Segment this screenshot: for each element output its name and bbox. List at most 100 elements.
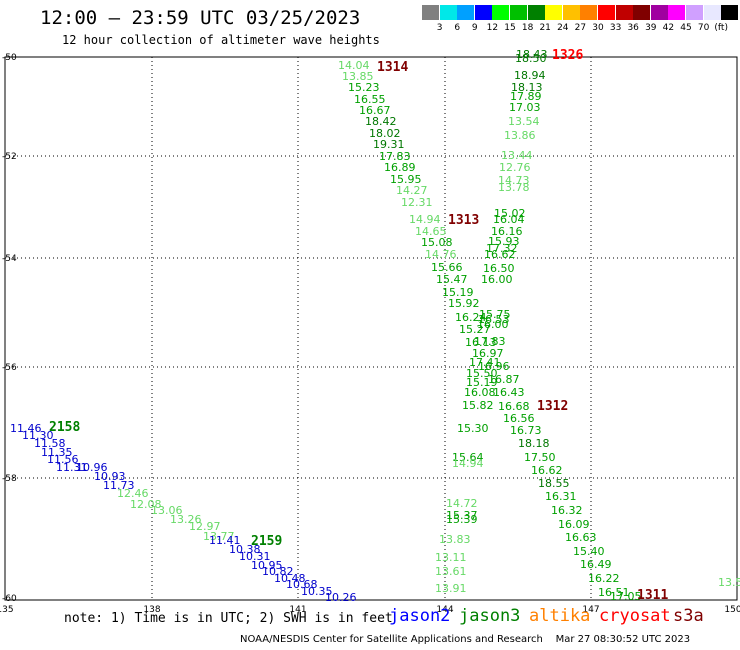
swh-value: 13.11 xyxy=(435,551,467,564)
legend-label: 9 xyxy=(471,23,478,33)
swh-value: 13.26 xyxy=(170,513,202,526)
mission-jason2: jason2 xyxy=(389,606,451,626)
lon-tick-label: 144 xyxy=(436,605,453,615)
swh-value: 13.78 xyxy=(498,181,530,194)
swh-value: 11.58 xyxy=(34,437,66,450)
swh-value: 16.89 xyxy=(384,161,416,174)
swh-value: 15.64 xyxy=(452,451,484,464)
legend-swatch xyxy=(580,5,598,20)
color-scale-legend: 3 6 9 12 15 18 21 24 27 30 33 36 39 42 45 70 (ft) xyxy=(422,5,740,35)
swh-value: 10.68 xyxy=(286,578,318,591)
swh-value: 12.08 xyxy=(130,498,162,511)
swh-value: 11.46 xyxy=(10,422,42,435)
swh-value: 16.87 xyxy=(488,373,520,386)
legend-label: 30 xyxy=(592,23,604,33)
legend-label: 36 xyxy=(627,23,639,33)
lat-tick-label: -60 xyxy=(2,594,17,604)
swh-value: 10.26 xyxy=(325,591,357,604)
swh-value: 16.43 xyxy=(493,386,525,399)
legend-swatch xyxy=(721,5,739,20)
pass-time-label: 2159 xyxy=(251,534,282,549)
swh-value: 16.13 xyxy=(465,336,497,349)
swh-value: 15.23 xyxy=(348,81,380,94)
lat-tick-label: -56 xyxy=(2,363,17,373)
swh-value: 17.83 xyxy=(474,335,506,348)
swh-value: 10.35 xyxy=(301,585,333,598)
mission-cryosat: cryosat xyxy=(599,606,671,626)
map-frame xyxy=(4,56,738,601)
lon-tick-label: 147 xyxy=(582,605,599,615)
legend-swatch xyxy=(650,5,668,20)
swh-value: 11.41 xyxy=(209,534,241,547)
lon-tick-label: 138 xyxy=(143,605,160,615)
swh-value: 18.18 xyxy=(518,437,550,450)
swh-value: 16.73 xyxy=(510,424,542,437)
swh-value: 19.31 xyxy=(373,138,405,151)
swh-value: 17.32 xyxy=(486,242,518,255)
legend-label: 24 xyxy=(557,23,569,33)
swh-value: 10.96 xyxy=(76,461,108,474)
swh-value: 15.75 xyxy=(479,308,511,321)
pass-time-label: 1314 xyxy=(377,60,408,75)
legend-label: 27 xyxy=(574,23,587,33)
swh-value: 16.09 xyxy=(558,518,590,531)
legend-label: 21 xyxy=(539,23,551,33)
swh-value: 16.00 xyxy=(477,318,509,331)
swh-value: 13.91 xyxy=(435,582,467,595)
swh-value: 15.66 xyxy=(431,261,463,274)
swh-value: 16.53 xyxy=(478,313,510,326)
swh-value: 13.54 xyxy=(508,115,540,128)
lon-tick-label: 135 xyxy=(0,605,14,615)
lat-tick-label: -52 xyxy=(2,152,17,162)
swh-value: 15.92 xyxy=(448,297,480,310)
swh-value: 15.93 xyxy=(488,235,520,248)
swh-value: 12.76 xyxy=(499,161,531,174)
swh-value: 16.08 xyxy=(464,386,496,399)
swh-value: 14.27 xyxy=(396,184,428,197)
lat-tick-label: -50 xyxy=(2,53,17,63)
legend-swatch xyxy=(615,5,633,20)
swh-value: 15.82 xyxy=(462,399,494,412)
swh-value: 15.08 xyxy=(421,236,453,249)
swh-value: 16.55 xyxy=(354,93,386,106)
swh-value: 17.83 xyxy=(379,150,411,163)
swh-value: 16.68 xyxy=(498,400,530,413)
swh-value: 13.83 xyxy=(439,533,471,546)
legend-swatch xyxy=(686,5,703,20)
legend-label: 39 xyxy=(645,23,657,33)
swh-value: 15.19 xyxy=(466,376,498,389)
legend-label: 33 xyxy=(609,23,622,33)
swh-value: 16.63 xyxy=(565,531,597,544)
swh-value: 17.50 xyxy=(524,451,556,464)
legend-label: 70 xyxy=(697,23,710,33)
swh-value: 18.55 xyxy=(538,477,570,490)
swh-value: 15.30 xyxy=(457,422,489,435)
legend-label: 3 xyxy=(436,23,443,33)
legend-swatch xyxy=(633,5,651,20)
swh-value: 14.72 xyxy=(446,497,478,510)
swh-value: 18.02 xyxy=(369,127,401,140)
pass-time-label: 1326 xyxy=(552,48,583,63)
swh-value: 16.97 xyxy=(472,347,504,360)
legend-swatch xyxy=(703,5,721,20)
swh-value: 15.39 xyxy=(446,513,478,526)
swh-value: 10.48 xyxy=(274,572,306,585)
swh-value: 10.38 xyxy=(229,543,261,556)
swh-value: 16.24 xyxy=(455,311,487,324)
swh-value: 18.13 xyxy=(511,81,543,94)
swh-value: 10.93 xyxy=(94,470,126,483)
swh-value: 12.31 xyxy=(401,196,433,209)
legend-label: 15 xyxy=(504,23,516,33)
swh-value: 16.67 xyxy=(359,104,391,117)
swh-value: 17.41 xyxy=(469,356,501,369)
swh-value: 15.50 xyxy=(466,367,498,380)
pass-time-label: 1313 xyxy=(448,213,479,228)
swh-value: 11.30 xyxy=(22,429,54,442)
swh-value: 16.56 xyxy=(503,412,535,425)
legend-swatch xyxy=(492,5,510,20)
legend-swatch xyxy=(545,5,563,20)
swh-value: 18.43 xyxy=(516,48,548,61)
legend-label: 45 xyxy=(680,23,692,33)
swh-value: 16.00 xyxy=(481,273,513,286)
